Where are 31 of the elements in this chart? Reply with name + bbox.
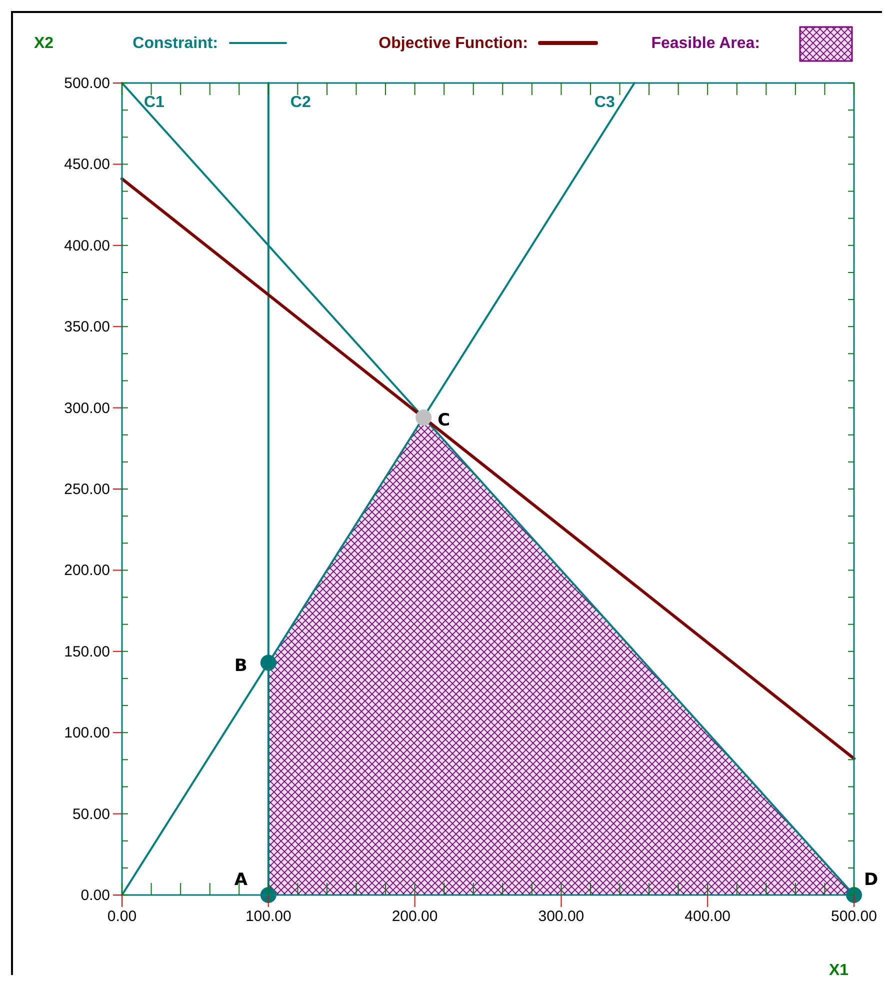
data-label: C: [438, 410, 450, 431]
series-label: C3: [594, 94, 615, 111]
point: [416, 410, 432, 426]
x-tick-label: 100.00: [245, 908, 292, 925]
x-tick-label: 400.00: [684, 908, 731, 925]
x-tick-label: 300.00: [538, 908, 584, 925]
point: [260, 654, 276, 671]
x-tick-label: 0.00: [107, 908, 137, 925]
y-tick-label: 450.00: [64, 156, 110, 174]
y-axis-title: X2: [34, 35, 54, 52]
y-tick-label: 500.00: [64, 75, 110, 92]
y-tick-label: 0.00: [80, 887, 110, 904]
y-tick-label: 250.00: [64, 481, 110, 498]
y-tick-label: 150.00: [64, 643, 110, 660]
series-label: C2: [290, 94, 311, 111]
y-tick-label: 300.00: [64, 400, 110, 417]
x-tick-label: 200.00: [392, 908, 438, 925]
series-label: C1: [144, 94, 165, 111]
text: Constraint:: [132, 35, 218, 52]
data-label: A: [234, 870, 248, 890]
x-tick-label: 500.00: [831, 908, 877, 925]
data-label: B: [234, 656, 248, 676]
y-tick-label: 400.00: [64, 237, 110, 254]
y-tick-label: 200.00: [64, 562, 110, 580]
y-tick-label: 100.00: [64, 724, 110, 742]
x-axis-title: X1: [829, 962, 849, 979]
data-label: D: [864, 870, 878, 890]
y-tick-label: 50.00: [72, 806, 110, 823]
text: Feasible Area:: [651, 35, 760, 52]
text: Objective Function:: [378, 35, 528, 52]
y-tick-label: 350.00: [64, 318, 110, 336]
